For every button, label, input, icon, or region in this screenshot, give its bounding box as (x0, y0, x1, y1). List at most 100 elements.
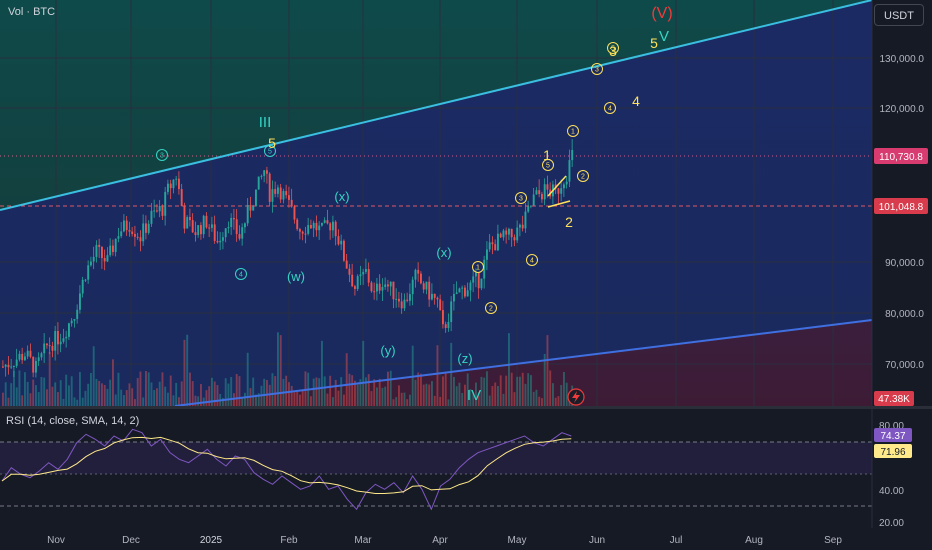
candle-body (15, 359, 18, 366)
candle-body (125, 220, 128, 231)
rsi-sma-line (1, 436, 572, 494)
volume-bar (557, 396, 560, 406)
candle-body (35, 360, 37, 373)
candle-body (153, 210, 156, 212)
rsi-line (1, 428, 572, 511)
volume-bar (516, 376, 519, 406)
candle-body (513, 237, 516, 241)
candle-body (120, 231, 123, 237)
candle-body (480, 278, 483, 289)
volume-bar (279, 335, 282, 406)
candle-body (43, 343, 46, 354)
volume-bar (128, 383, 131, 406)
volume-bar (87, 383, 90, 406)
volume-bar (348, 373, 351, 406)
teal-wave-labels: III (x) (w) (y) (x) (z) IV V (259, 28, 669, 404)
volume-bar (417, 372, 420, 406)
candle-body (560, 188, 563, 194)
volume-bar (101, 383, 103, 406)
candle-body (87, 265, 90, 280)
candle-body (433, 293, 436, 298)
volume-bar (274, 376, 277, 406)
price-axis[interactable]: 130,000.0 120,000.0 90,000.0 80,000.0 70… (871, 0, 932, 406)
volume-bar (213, 381, 216, 406)
candle-body (439, 299, 442, 311)
candle-body (378, 283, 381, 291)
time-tick: Mar (354, 535, 372, 546)
volume-bar (442, 376, 444, 406)
candles (2, 139, 574, 378)
lower-channel-line[interactable] (174, 319, 873, 407)
volume-bar (48, 351, 51, 406)
candle-body (274, 189, 277, 194)
volume-bar (178, 397, 180, 406)
volume-bar (554, 397, 557, 406)
pane-separator[interactable] (0, 406, 932, 409)
candle-body (263, 170, 266, 176)
volume-bar (208, 386, 211, 406)
candle-body (167, 183, 169, 192)
volume-bar (296, 391, 299, 406)
volume-bar (422, 384, 425, 406)
volume-bar (277, 332, 279, 406)
volume-bar (389, 370, 392, 406)
candle-body (527, 206, 530, 212)
volume-bar (370, 391, 373, 406)
volume-bar (59, 380, 62, 406)
volume-bar (502, 393, 505, 406)
candle-body (81, 279, 84, 294)
volume-bar (565, 382, 568, 406)
rsi-pane[interactable]: 80.00 40.00 20.00 74.37 71.96 (0, 409, 932, 529)
volume-bar (183, 339, 186, 406)
candle-body (29, 350, 32, 357)
volume-bar (477, 392, 480, 406)
volume-bar (288, 382, 290, 406)
volume-bar (109, 379, 112, 406)
lightning-icon[interactable] (567, 388, 585, 406)
volume-bar (299, 394, 301, 406)
volume-bar (433, 395, 436, 406)
volume-bar (120, 389, 123, 406)
candle-body (178, 178, 180, 190)
time-tick: Nov (47, 535, 65, 546)
volume-label: 47.38K (878, 394, 910, 405)
circled-wave-labels (156, 42, 619, 314)
time-axis[interactable]: Nov Dec 2025 Feb Mar Apr May Jun Jul Aug Sep (0, 528, 932, 550)
volume-bar (447, 399, 450, 406)
candle-body (431, 293, 433, 300)
candle-body (244, 223, 246, 228)
candle-body (219, 240, 222, 243)
candle-body (483, 259, 486, 279)
candle-body (532, 194, 535, 206)
candle-body (469, 282, 472, 291)
candle-body (318, 225, 321, 231)
candle-body (464, 287, 466, 297)
volume-bar (535, 389, 538, 406)
time-tick: May (508, 535, 527, 546)
volume-bar (315, 377, 318, 406)
candle-body (444, 324, 447, 329)
volume-bar (246, 352, 249, 406)
currency-button[interactable]: USDT (874, 4, 924, 26)
volume-bar (343, 394, 345, 406)
candle-body (365, 269, 367, 272)
candle-body (488, 242, 491, 250)
candle-body (208, 227, 211, 229)
wave-label: 5 (268, 135, 276, 151)
volume-bar (301, 390, 304, 406)
candle-body (103, 257, 106, 262)
price-tick: 70,000.0 (885, 360, 924, 371)
volume-bar (475, 382, 477, 406)
volume-bar (483, 377, 486, 406)
volume-bar (79, 372, 81, 406)
volume-bar (142, 397, 145, 406)
upper-channel-line[interactable] (0, 0, 873, 211)
candle-body (565, 181, 568, 185)
wave-label-x2: (x) (436, 245, 451, 260)
candle-body (348, 268, 351, 275)
candle-body (114, 238, 117, 253)
wave-label: 3 (595, 67, 599, 74)
volume-bar (156, 388, 158, 406)
volume-bar (494, 382, 497, 406)
